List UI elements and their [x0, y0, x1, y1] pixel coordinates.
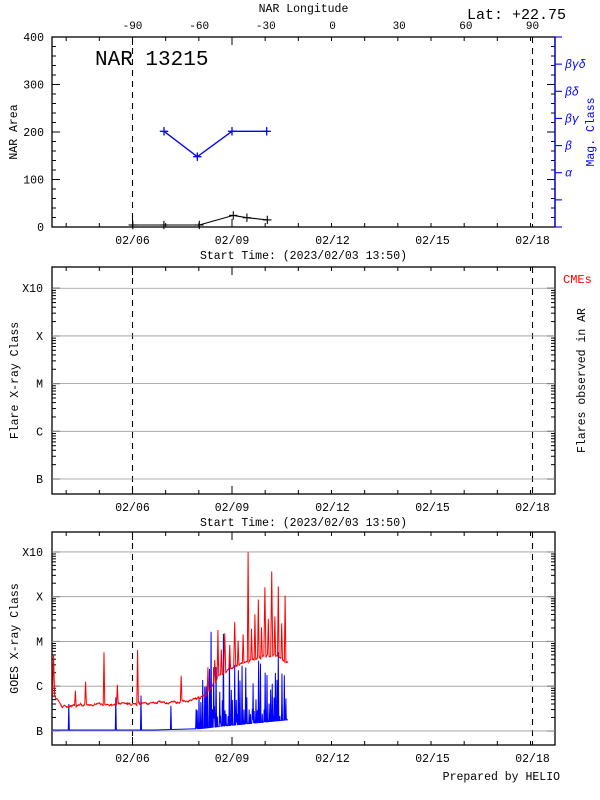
svg-text:0: 0: [37, 222, 44, 235]
svg-text:02/12: 02/12: [315, 502, 350, 515]
svg-text:0: 0: [329, 21, 336, 33]
svg-text:Start Time: (2023/02/03 13:50): Start Time: (2023/02/03 13:50): [200, 517, 407, 530]
svg-text:NAR Longitude: NAR Longitude: [259, 3, 349, 16]
svg-text:CMEs: CMEs: [563, 273, 592, 287]
svg-text:02/09: 02/09: [215, 753, 250, 766]
svg-text:02/09: 02/09: [215, 502, 250, 515]
svg-text:βγ: βγ: [564, 113, 580, 126]
svg-text:02/18: 02/18: [515, 235, 550, 248]
svg-text:Flares observed in AR: Flares observed in AR: [576, 308, 589, 453]
svg-text:NAR Area: NAR Area: [8, 104, 21, 159]
svg-text:X10: X10: [22, 547, 43, 560]
svg-text:Lat: +22.75: Lat: +22.75: [467, 7, 566, 24]
svg-text:-90: -90: [123, 21, 143, 33]
svg-text:02/15: 02/15: [415, 235, 450, 248]
svg-text:-30: -30: [256, 21, 276, 33]
svg-text:Prepared by HELIO: Prepared by HELIO: [443, 771, 560, 784]
svg-text:02/06: 02/06: [115, 502, 150, 515]
svg-text:30: 30: [393, 21, 406, 33]
svg-text:βγδ: βγδ: [564, 59, 586, 72]
svg-text:200: 200: [23, 127, 44, 140]
svg-text:02/06: 02/06: [115, 235, 150, 248]
svg-text:C: C: [36, 426, 43, 439]
svg-text:Mag. Class: Mag. Class: [585, 97, 598, 166]
svg-text:α: α: [565, 168, 573, 181]
svg-text:β: β: [564, 141, 572, 154]
svg-text:X10: X10: [22, 283, 43, 296]
svg-text:B: B: [36, 726, 43, 739]
svg-text:X: X: [36, 331, 43, 344]
svg-text:NAR 13215: NAR 13215: [95, 49, 208, 72]
svg-text:02/15: 02/15: [415, 502, 450, 515]
svg-text:GOES X-ray Class: GOES X-ray Class: [9, 583, 22, 693]
svg-text:B: B: [36, 474, 43, 487]
svg-text:-60: -60: [189, 21, 209, 33]
svg-text:02/12: 02/12: [315, 753, 350, 766]
svg-text:02/09: 02/09: [215, 235, 250, 248]
svg-text:Start Time: (2023/02/03 13:50): Start Time: (2023/02/03 13:50): [200, 250, 407, 263]
svg-text:02/06: 02/06: [115, 753, 150, 766]
svg-text:βδ: βδ: [564, 86, 579, 99]
svg-text:02/15: 02/15: [415, 753, 450, 766]
svg-text:M: M: [36, 379, 43, 392]
svg-text:02/18: 02/18: [515, 502, 550, 515]
svg-text:M: M: [36, 636, 43, 649]
svg-text:100: 100: [23, 175, 44, 188]
svg-text:300: 300: [23, 80, 44, 93]
svg-text:400: 400: [23, 32, 44, 45]
svg-text:C: C: [36, 681, 43, 694]
svg-text:X: X: [36, 592, 43, 605]
svg-text:02/12: 02/12: [315, 235, 350, 248]
svg-text:02/18: 02/18: [515, 753, 550, 766]
svg-text:Flare X-ray Class: Flare X-ray Class: [9, 322, 22, 439]
